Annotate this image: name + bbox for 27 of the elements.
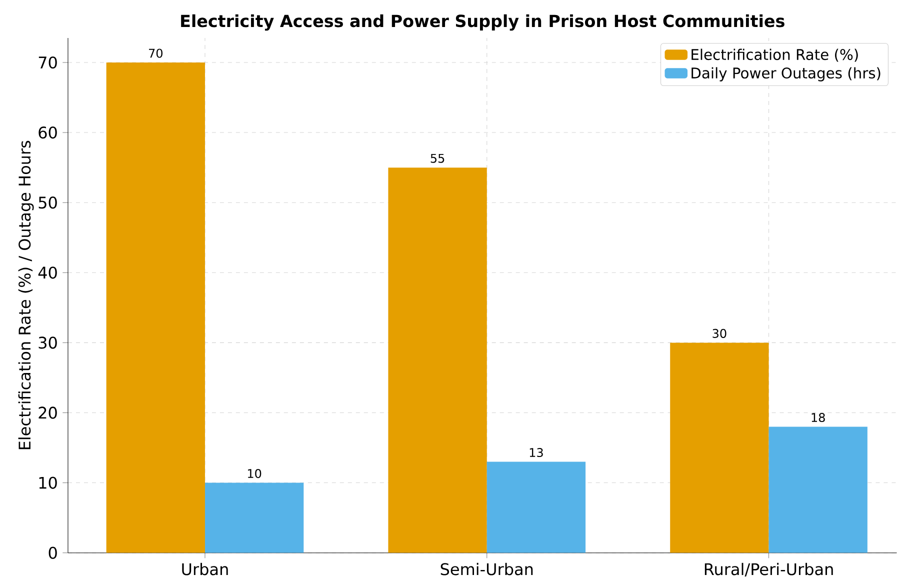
data-label: 13 [530, 448, 543, 458]
y-tick-label: 70 [38, 56, 57, 69]
y-axis-title: Electrification Rate (%) / Outage Hours [18, 140, 34, 450]
data-label: 70 [149, 48, 162, 58]
bar [670, 342, 769, 553]
legend-label: Electrification Rate (%) [692, 48, 858, 62]
legend-label: Daily Power Outages (hrs) [692, 67, 880, 82]
data-label: 18 [812, 412, 825, 422]
y-tick-label: 30 [38, 336, 57, 349]
bar [768, 426, 868, 553]
bar [486, 462, 586, 553]
data-label: 55 [430, 154, 444, 163]
x-tick-label: Rural/Peri-Urban [704, 562, 833, 577]
y-tick-label: 50 [38, 196, 57, 209]
y-tick-label: 10 [39, 476, 57, 489]
bar [204, 482, 304, 553]
x-tick-label: Semi-Urban [440, 562, 533, 576]
bar [106, 62, 205, 553]
x-tick-label: Urban [182, 562, 228, 576]
data-label: 30 [712, 328, 726, 338]
chart-title: Electricity Access and Power Supply in Prison Host Communities [181, 14, 784, 31]
bar [388, 168, 487, 553]
y-tick-label: 0 [48, 546, 57, 559]
y-tick-label: 60 [38, 126, 57, 139]
y-tick-label: 40 [38, 266, 57, 279]
y-tick-label: 20 [38, 406, 57, 419]
data-label: 10 [248, 469, 262, 478]
